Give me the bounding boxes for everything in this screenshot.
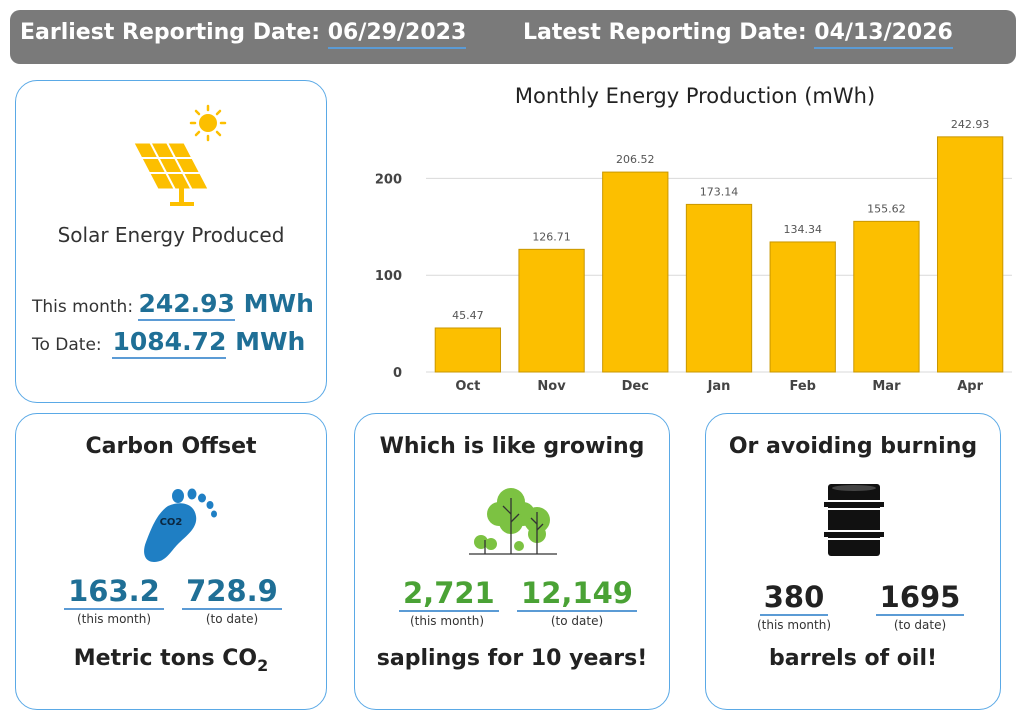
trees-icon	[469, 488, 557, 555]
data-label: 126.71	[532, 230, 571, 243]
earliest-date-item: Earliest Reporting Date: 06/29/2023	[20, 20, 467, 49]
data-label: 242.93	[951, 118, 990, 131]
saplings-title: Which is like growing	[379, 434, 645, 459]
carbon-date-label: (to date)	[205, 612, 259, 626]
earliest-date-value: 06/29/2023	[327, 20, 467, 49]
solar-title: Solar Energy Produced	[57, 223, 285, 247]
x-tick-label: Apr	[957, 379, 983, 394]
bar-dec	[602, 171, 669, 373]
oil-date-value: 1695	[875, 580, 965, 616]
to-date-label: To Date:	[32, 335, 102, 355]
saplings-date-block: 12,149 (to date)	[517, 576, 637, 628]
carbon-footer-text: Metric tons CO	[73, 646, 258, 671]
carbon-month-block: 163.2 (this month)	[64, 574, 164, 626]
oil-barrel-icon	[824, 484, 884, 556]
carbon-footer: Metric tons CO2	[16, 646, 326, 675]
solar-this-month: This month: 242.93 MWh	[32, 289, 314, 321]
date-header: Earliest Reporting Date: 06/29/2023 Late…	[10, 10, 1016, 64]
x-tick-label: Dec	[622, 379, 649, 394]
carbon-month-value: 163.2	[64, 574, 164, 610]
to-date-value: 1084.72	[112, 327, 227, 359]
chart-title: Monthly Energy Production (mWh)	[514, 84, 876, 108]
latest-date-item: Latest Reporting Date: 04/13/2026	[523, 20, 953, 49]
this-month-value: 242.93	[138, 289, 235, 321]
x-tick-label: Jan	[707, 379, 731, 394]
x-tick-label: Oct	[455, 379, 480, 394]
data-label: 173.14	[700, 185, 739, 198]
y-tick-label: 0	[393, 366, 402, 381]
x-tick-label: Nov	[537, 379, 566, 394]
bar-jan	[685, 203, 753, 373]
oil-date-label: (to date)	[893, 618, 947, 632]
solar-panel-icon	[133, 104, 227, 206]
saplings-date-value: 12,149	[517, 576, 637, 612]
carbon-offset-card: Carbon Offset CO2 163.2 (this month) 728…	[15, 413, 327, 710]
bar-apr	[936, 136, 1004, 373]
latest-date-label: Latest Reporting Date:	[523, 20, 807, 45]
data-label: 134.34	[783, 223, 822, 236]
oil-footer: barrels of oil!	[768, 646, 938, 671]
saplings-month-value: 2,721	[399, 576, 499, 612]
y-tick-label: 100	[375, 269, 402, 284]
oil-date-block: 1695 (to date)	[870, 580, 970, 632]
saplings-card: Which is like growing 2,721 (this month)…	[354, 413, 670, 710]
oil-month-label: (this month)	[756, 618, 832, 632]
co2-footprint-icon: CO2	[144, 488, 217, 562]
latest-date-value: 04/13/2026	[814, 20, 953, 49]
saplings-month-label: (this month)	[409, 614, 485, 628]
earliest-date-label: Earliest Reporting Date:	[20, 20, 321, 45]
bar-nov	[518, 248, 585, 373]
solar-to-date: To Date: 1084.72 MWh	[32, 327, 306, 359]
bar-feb	[769, 241, 836, 373]
carbon-title: Carbon Offset	[85, 434, 257, 459]
saplings-month-block: 2,721 (this month)	[399, 576, 499, 628]
x-tick-label: Mar	[872, 379, 901, 394]
carbon-date-value: 728.9	[182, 574, 282, 610]
oil-month-value: 380	[759, 580, 829, 616]
this-month-unit: MWh	[243, 289, 314, 318]
carbon-month-label: (this month)	[76, 612, 152, 626]
carbon-date-block: 728.9 (to date)	[182, 574, 282, 626]
saplings-date-label: (to date)	[550, 614, 604, 628]
oil-card: Or avoiding burning 380 (this month) 169…	[705, 413, 1001, 710]
bar-mar	[853, 220, 920, 373]
y-tick-label: 200	[375, 172, 402, 187]
solar-energy-card: Solar Energy Produced This month: 242.93…	[15, 80, 327, 403]
data-label: 155.62	[867, 202, 906, 215]
data-label: 45.47	[452, 309, 484, 322]
data-label: 206.52	[616, 153, 655, 166]
x-tick-label: Feb	[789, 379, 815, 394]
oil-month-block: 380 (this month)	[746, 580, 842, 632]
oil-title: Or avoiding burning	[728, 434, 978, 459]
saplings-footer: saplings for 10 years!	[376, 646, 648, 671]
energy-bar-chart: 0 100 200 45.47 Oct 126.71 Nov 206.52 Dec 173.14 J…	[375, 118, 1012, 394]
this-month-label: This month:	[32, 297, 134, 317]
to-date-unit: MWh	[235, 327, 306, 356]
co2-icon-text: CO2	[160, 517, 183, 528]
carbon-footer-subscript: 2	[257, 656, 269, 675]
bar-oct	[434, 327, 502, 373]
